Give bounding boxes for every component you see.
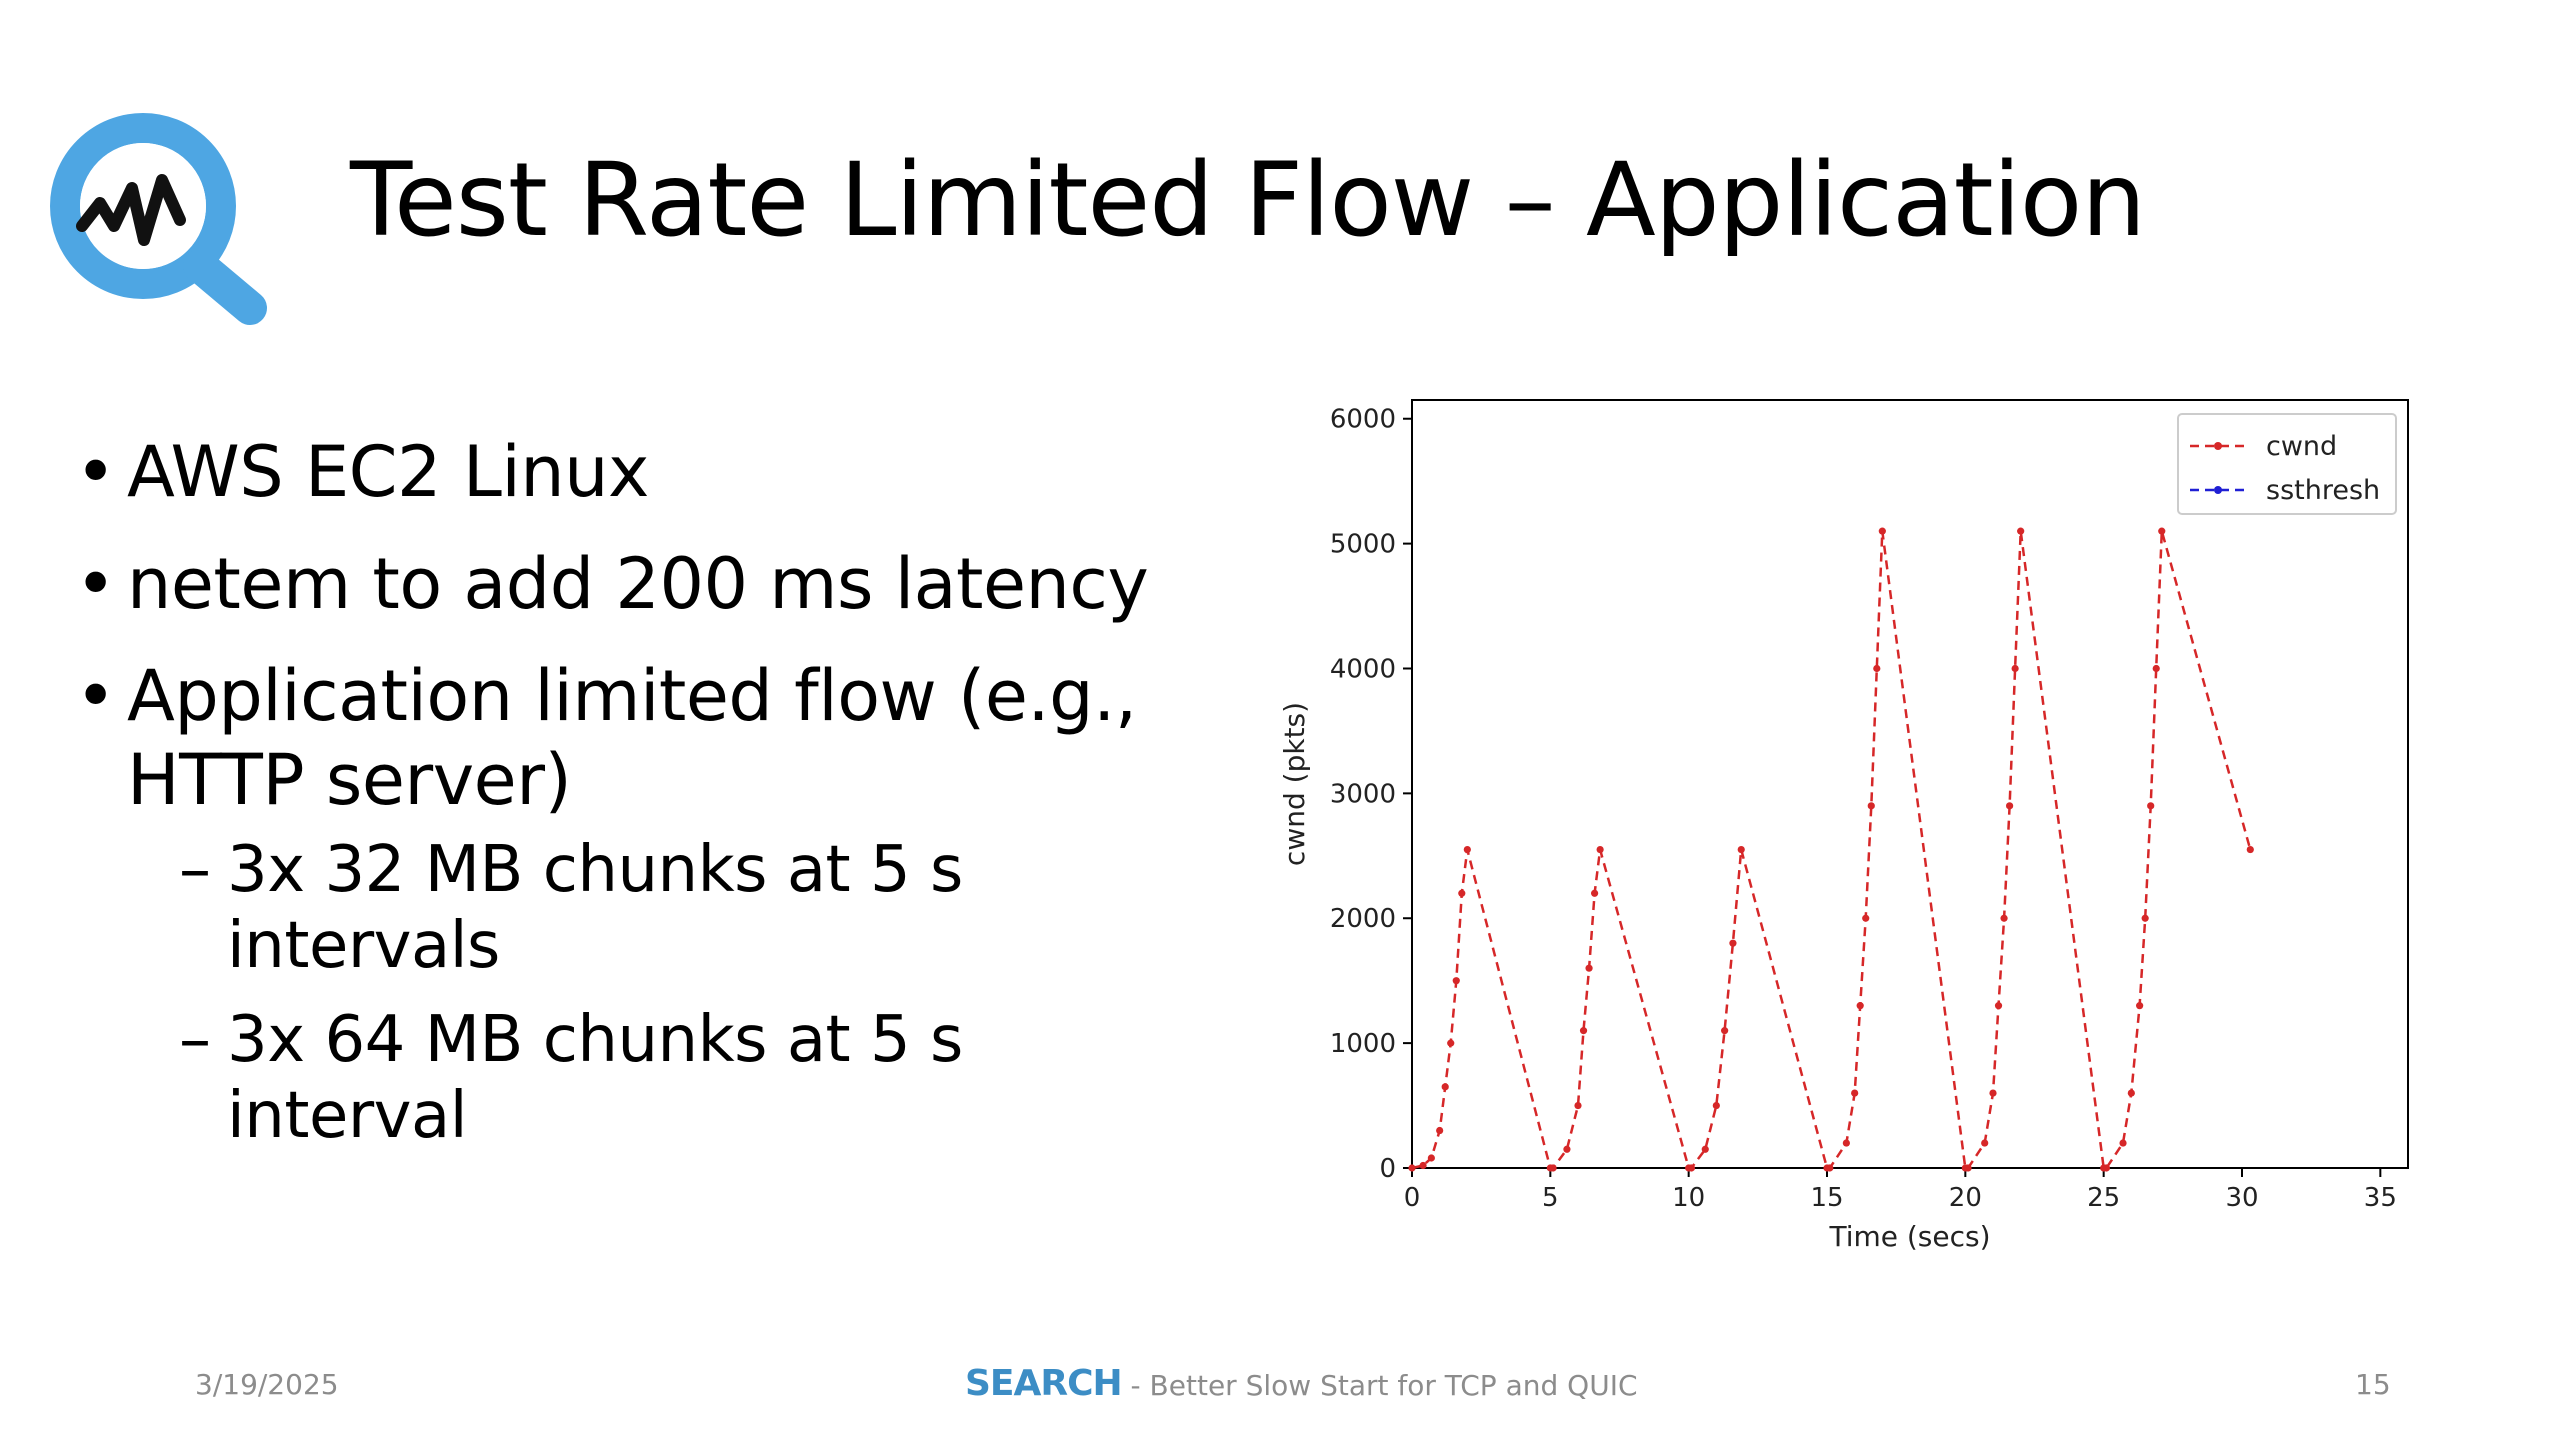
y-tick-label: 4000: [1330, 654, 1396, 684]
data-point: [1574, 1101, 1582, 1110]
y-tick-label: 6000: [1330, 405, 1396, 435]
data-point: [1964, 1164, 1972, 1172]
dash-marker: –: [179, 833, 211, 907]
data-point: [1447, 1039, 1455, 1047]
legend-label: cwnd: [2266, 431, 2337, 462]
data-point: [1585, 964, 1593, 972]
data-point: [1427, 1154, 1435, 1162]
footer-brand: SEARCH: [965, 1363, 1123, 1404]
subbullet-text: intervals: [227, 909, 500, 983]
y-tick-label: 2000: [1330, 904, 1396, 934]
subbullet-text: interval: [227, 1079, 468, 1153]
x-tick-label: 0: [1404, 1183, 1421, 1213]
legend-label: ssthresh: [2266, 475, 2380, 506]
plot-frame: [1411, 399, 2409, 1169]
data-point: [1596, 845, 1604, 854]
bullet-item: netem to add 200 ms latency: [75, 542, 1255, 626]
data-point: [1856, 1002, 1864, 1010]
x-tick-label: 5: [1542, 1183, 1559, 1213]
x-tick-label: 30: [2225, 1183, 2258, 1213]
data-point: [2017, 527, 2025, 535]
data-point: [1729, 939, 1737, 947]
subbullet-text: 3x 32 MB chunks at 5 s: [227, 833, 963, 907]
cwnd-chart: 0 5 10 15 20 25 30 35 0 1000 2000 3000 4000 5000 6000 T…: [1278, 399, 2409, 1253]
data-point: [2011, 664, 2019, 673]
legend-marker: [2214, 442, 2222, 450]
series-line-cwnd: [1411, 530, 2252, 1170]
data-point: [1873, 664, 1881, 673]
data-point: [1408, 1164, 1416, 1172]
bullet-text: AWS EC2 Linux: [127, 431, 649, 513]
subbullet-item: – 3x 64 MB chunks at 5 s interval: [75, 1002, 1255, 1154]
data-point: [1701, 1145, 1709, 1153]
data-point: [1436, 1126, 1444, 1135]
x-tick-label: 15: [1810, 1183, 1843, 1213]
footer-title: SEARCH - Better Slow Start for TCP and Q…: [965, 1363, 1638, 1404]
data-point: [1549, 1164, 1557, 1172]
bullet-text: netem to add 200 ms latency: [127, 543, 1149, 625]
slide-title: Test Rate Limited Flow – Application: [350, 141, 2146, 260]
data-point: [1463, 845, 1471, 854]
data-point: [1452, 977, 1460, 985]
data-point: [1441, 1083, 1449, 1091]
x-tick-label: 10: [1672, 1183, 1705, 1213]
data-point: [1826, 1164, 1834, 1172]
legend-marker: [2214, 486, 2222, 494]
y-tick-label: 5000: [1330, 530, 1396, 560]
bullet-text: Application limited flow (e.g.,: [127, 655, 1137, 737]
data-point: [1458, 889, 1466, 897]
bullet-item: AWS EC2 Linux: [75, 430, 1255, 514]
data-point: [1878, 527, 1886, 535]
x-tick-label: 35: [2364, 1183, 2397, 1213]
subbullet-item: – 3x 32 MB chunks at 5 s intervals: [75, 832, 1255, 984]
data-point: [1579, 1027, 1588, 1035]
data-point: [2136, 1002, 2144, 1010]
bullet-list: AWS EC2 Linux netem to add 200 ms latenc…: [75, 430, 1255, 1172]
bullet-item: Application limited flow (e.g., HTTP ser…: [75, 654, 1255, 822]
footer-subtitle: - Better Slow Start for TCP and QUIC: [1121, 1369, 1638, 1402]
data-point: [2102, 1164, 2111, 1172]
data-point: [2006, 802, 2014, 810]
x-axis-label: Time (secs): [1828, 1220, 1990, 1253]
magnifier-pulse-icon: [50, 113, 267, 325]
y-tick-label: 1000: [1330, 1029, 1396, 1059]
y-tick-label: 3000: [1330, 779, 1396, 809]
y-tick-label: 0: [1379, 1154, 1396, 1184]
data-point: [1842, 1139, 1850, 1147]
data-point: [1737, 845, 1745, 854]
bullet-text: HTTP server): [127, 739, 572, 821]
page-number: 15: [2355, 1368, 2391, 1401]
data-point: [1851, 1089, 1859, 1097]
x-tick-label: 25: [2087, 1183, 2120, 1213]
data-point: [1981, 1139, 1989, 1147]
data-point: [1687, 1164, 1696, 1172]
data-point: [2127, 1089, 2135, 1097]
data-point: [1591, 889, 1599, 897]
subbullet-text: 3x 64 MB chunks at 5 s: [227, 1003, 963, 1077]
y-axis-label: cwnd (pkts): [1278, 702, 1311, 866]
data-point: [1419, 1161, 1427, 1170]
data-point: [2147, 802, 2155, 810]
data-point: [2152, 664, 2160, 673]
data-point: [1862, 914, 1870, 922]
x-tick-label: 20: [1949, 1183, 1982, 1213]
legend-box: [2177, 413, 2397, 515]
data-point: [1989, 1089, 1997, 1097]
data-point: [1867, 802, 1875, 810]
data-point: [2000, 914, 2008, 922]
data-point: [2141, 914, 2149, 922]
data-point: [2246, 845, 2254, 854]
data-point: [2158, 527, 2166, 535]
dash-marker: –: [179, 1003, 211, 1077]
data-point: [1721, 1027, 1729, 1035]
footer-date: 3/19/2025: [195, 1368, 339, 1401]
data-point: [1563, 1145, 1571, 1153]
data-point: [2119, 1139, 2127, 1147]
data-point: [1994, 1002, 2003, 1010]
data-point: [1712, 1101, 1720, 1110]
